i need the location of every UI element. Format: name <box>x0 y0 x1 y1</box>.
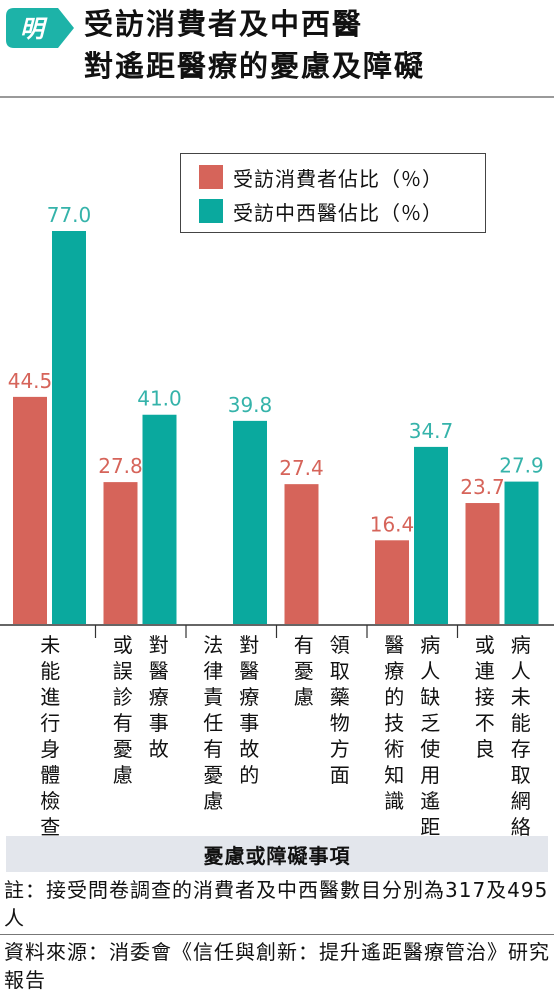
legend-item-practitioner: 受訪中西醫佔比（％） <box>199 196 443 226</box>
category-label-3-col-0: 有憂慮 <box>293 633 314 709</box>
bar-consumer-4 <box>375 540 409 624</box>
category-label-5-col-1: 病人未能存取網絡 <box>510 633 531 839</box>
category-label-1-col-0: 或誤診有憂慮 <box>112 633 133 787</box>
page-title-line-1: 受訪消費者及中西醫 <box>84 7 364 41</box>
category-label-2-col-0: 法律責任有憂慮 <box>203 633 224 813</box>
footnote-divider <box>0 934 554 935</box>
legend-label-consumer: 受訪消費者佔比（％） <box>233 166 443 191</box>
page-title-line-2: 對遙距醫療的憂慮及障礙 <box>84 49 426 83</box>
chart-legend: 受訪消費者佔比（％） 受訪中西醫佔比（％） <box>180 153 486 233</box>
bar-practitioner-4 <box>414 446 448 624</box>
data-label-consumer-3: 27.4 <box>279 456 324 480</box>
data-label-consumer-0: 44.5 <box>8 369 53 393</box>
category-label-2-col-1: 對醫療事故的 <box>239 633 260 787</box>
data-label-practitioner-4: 34.7 <box>409 419 454 443</box>
category-label-4-col-0: 醫療的技術知識 <box>384 633 405 813</box>
legend-label-practitioner: 受訪中西醫佔比（％） <box>233 200 443 225</box>
legend-swatch-consumer <box>199 165 223 189</box>
data-label-practitioner-1: 41.0 <box>137 387 182 411</box>
legend-swatch-practitioner <box>199 199 223 223</box>
bar-consumer-3 <box>284 484 319 624</box>
bar-consumer-1 <box>103 482 138 624</box>
logo-badge-icon: 明 <box>6 8 74 48</box>
bar-practitioner-1 <box>142 414 177 624</box>
bar-chart: 44.5 77.0 27.8 41.0 39.8 27.4 16.4 34.7 23.727.9 <box>0 203 554 638</box>
category-label-1-col-1: 對醫療事故 <box>148 633 169 761</box>
source-note: 資料來源：消委會《信任與創新：提升遙距醫療管治》研究報告 <box>4 940 550 992</box>
category-label-3-col-1: 領取藥物方面 <box>329 633 350 787</box>
category-label-5-col-0: 或連接不良 <box>474 633 495 761</box>
category-label-4-col-1: 病人缺乏使用遙距 <box>420 633 441 839</box>
bar-practitioner-2 <box>233 420 267 624</box>
footnote: 註：接受問卷調查的消費者及中西醫數目分別為317及495人 <box>4 878 549 930</box>
data-label-practitioner-0: 77.0 <box>47 203 92 227</box>
data-label-practitioner-5: 27.9 <box>499 454 544 478</box>
bar-practitioner-5 <box>504 481 539 624</box>
svg-text:明: 明 <box>20 15 48 43</box>
data-label-consumer-1: 27.8 <box>98 454 143 478</box>
bar-consumer-5 <box>465 503 500 624</box>
logo: 明 <box>6 8 74 48</box>
header-divider <box>0 96 554 98</box>
data-label-consumer-4: 16.4 <box>370 512 415 536</box>
x-axis-title-bar: 憂慮或障礙事項 <box>6 836 548 872</box>
x-axis-title: 憂慮或障礙事項 <box>203 843 351 868</box>
header: 明 受訪消費者及中西醫 對遙距醫療的憂慮及障礙 <box>0 0 554 96</box>
data-label-practitioner-2: 39.8 <box>228 393 273 417</box>
bar-consumer-0 <box>13 396 47 624</box>
category-label-0: 未能進行身體檢查 <box>40 633 61 839</box>
bar-practitioner-0 <box>52 231 86 624</box>
legend-item-consumer: 受訪消費者佔比（％） <box>199 162 443 192</box>
data-label-consumer-5: 23.7 <box>460 475 505 499</box>
